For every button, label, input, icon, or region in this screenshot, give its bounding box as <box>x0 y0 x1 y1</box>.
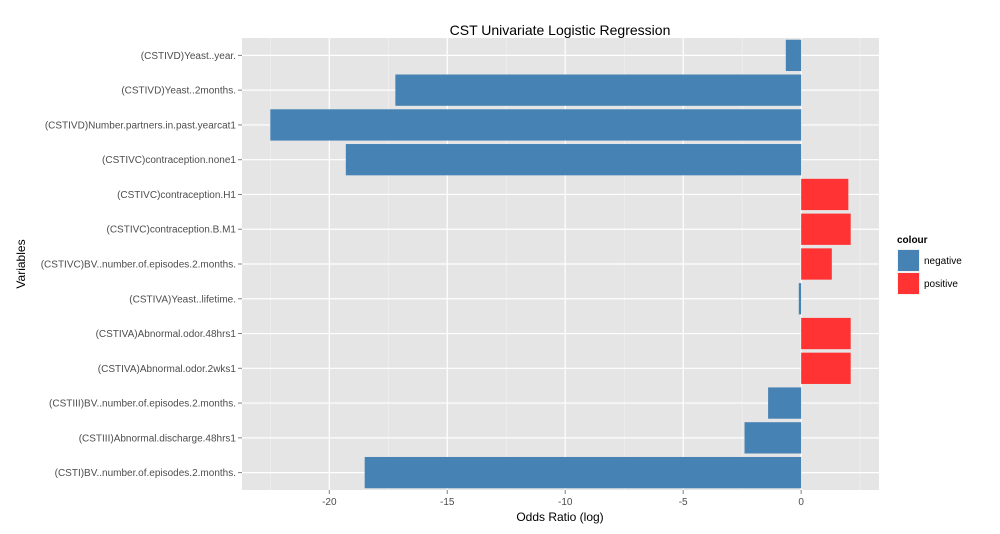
legend-swatch-positive <box>898 273 919 294</box>
bar-positive <box>801 213 851 245</box>
legend-swatch-negative <box>898 250 919 271</box>
y-tick-label: (CSTIII)Abnormal.discharge.48hrs1 <box>79 433 237 444</box>
bar-negative <box>270 109 802 141</box>
y-tick-label: (CSTIVC)contraception.B.M1 <box>107 225 237 236</box>
x-axis-title: Odds Ratio (log) <box>516 510 603 524</box>
y-axis-title: Variables <box>14 239 28 288</box>
bar-negative <box>768 387 802 419</box>
legend-title: colour <box>897 235 928 246</box>
y-tick-label: (CSTIVD)Yeast..year. <box>141 51 236 62</box>
bar-negative <box>785 39 802 72</box>
x-tick-label: 0 <box>798 497 804 508</box>
y-tick-label: (CSTIVD)Number.partners.in.past.yearcat1 <box>45 120 237 131</box>
legend: colour negative positive <box>897 235 962 295</box>
y-tick-label: (CSTIVC)BV..number.of.episodes.2.months. <box>41 260 236 271</box>
y-tick-label: (CSTIVD)Yeast..2months. <box>121 86 236 97</box>
x-tick-label: -20 <box>322 497 337 508</box>
y-tick-label: (CSTIVA)Abnormal.odor.48hrs1 <box>96 329 237 340</box>
bar-negative <box>345 144 802 176</box>
y-tick-label: (CSTI)BV..number.of.episodes.2.months. <box>55 468 236 479</box>
bar-negative <box>395 74 802 106</box>
bar-positive <box>801 352 851 384</box>
y-axis-ticks: (CSTIVD)Yeast..year. (CSTIVD)Yeast..2mont… <box>41 51 242 479</box>
y-tick-label: (CSTIVA)Abnormal.odor.2wks1 <box>98 364 237 375</box>
bar-positive <box>801 317 851 350</box>
x-tick-label: -10 <box>558 497 573 508</box>
y-tick-label: (CSTIII)BV..number.of.episodes.2.months. <box>49 399 236 410</box>
bar-positive <box>801 248 832 280</box>
x-tick-label: -15 <box>440 497 455 508</box>
bar-positive <box>801 178 849 211</box>
y-tick-label: (CSTIVC)contraception.H1 <box>117 190 236 201</box>
x-tick-label: -5 <box>679 497 688 508</box>
bar-negative <box>364 456 802 489</box>
y-tick-label: (CSTIVC)contraception.none1 <box>102 155 236 166</box>
bar-negative <box>798 283 802 315</box>
y-tick-label: (CSTIVA)Yeast..lifetime. <box>129 294 236 305</box>
legend-label-positive: positive <box>924 279 958 290</box>
bar-negative <box>744 422 802 454</box>
x-axis-ticks: -20 -15 -10 -5 0 <box>322 490 804 508</box>
bars <box>270 39 851 489</box>
chart-title: CST Univariate Logistic Regression <box>450 22 671 38</box>
legend-label-negative: negative <box>924 256 962 267</box>
